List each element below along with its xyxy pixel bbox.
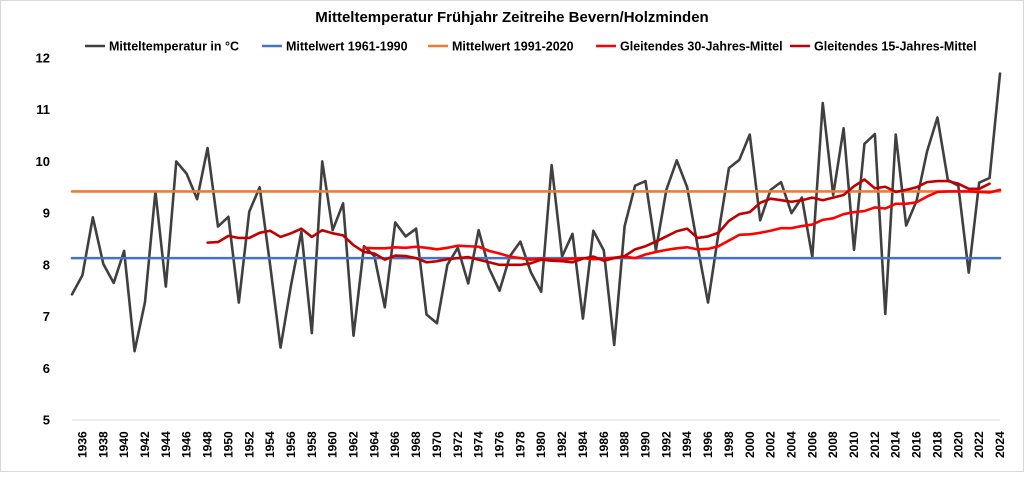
x-tick-label: 1982 bbox=[555, 431, 569, 458]
x-tick-label: 1946 bbox=[180, 431, 194, 458]
x-tick-label: 1956 bbox=[284, 431, 298, 458]
x-tick-label: 2006 bbox=[805, 431, 819, 458]
legend-label: Mittelwert 1991-2020 bbox=[452, 40, 574, 54]
x-tick-label: 1992 bbox=[659, 431, 673, 458]
series-moving-average-30 bbox=[362, 188, 1002, 261]
x-tick-label: 2004 bbox=[784, 431, 798, 458]
x-tick-label: 1936 bbox=[75, 431, 89, 458]
x-tick-label: 1942 bbox=[138, 431, 152, 458]
x-tick-label: 2012 bbox=[868, 431, 882, 458]
legend-label: Mitteltemperatur in °C bbox=[109, 40, 239, 54]
x-tick-label: 2010 bbox=[847, 431, 861, 458]
x-tick-label: 1988 bbox=[618, 431, 632, 458]
x-tick-label: 1952 bbox=[242, 431, 256, 458]
x-tick-label: 1978 bbox=[513, 431, 527, 458]
x-tick-label: 2022 bbox=[972, 431, 986, 458]
y-tick-label: 12 bbox=[36, 51, 50, 66]
x-tick-label: 1954 bbox=[263, 431, 277, 458]
x-tick-label: 1968 bbox=[409, 431, 423, 458]
x-tick-label: 1984 bbox=[576, 431, 590, 458]
y-tick-label: 11 bbox=[36, 102, 50, 117]
plot-area bbox=[70, 72, 1002, 353]
x-tick-label: 1950 bbox=[221, 431, 235, 458]
x-tick-label: 2020 bbox=[951, 431, 965, 458]
x-tick-label: 1990 bbox=[638, 431, 652, 458]
x-tick-label: 1966 bbox=[388, 431, 402, 458]
y-tick-label: 10 bbox=[36, 154, 50, 169]
x-tick-label: 2008 bbox=[826, 431, 840, 458]
x-tick-label: 1962 bbox=[347, 431, 361, 458]
x-tick-label: 1972 bbox=[451, 431, 465, 458]
x-tick-label: 2000 bbox=[743, 431, 757, 458]
x-tick-label: 2018 bbox=[930, 431, 944, 458]
y-tick-label: 7 bbox=[43, 309, 50, 324]
x-tick-label: 1974 bbox=[472, 431, 486, 458]
x-tick-label: 1994 bbox=[680, 431, 694, 458]
chart-title: Mitteltemperatur Frühjahr Zeitreihe Beve… bbox=[315, 9, 708, 26]
x-tick-label: 1944 bbox=[159, 431, 173, 458]
series-moving-average-15 bbox=[206, 178, 991, 267]
x-tick-label: 1958 bbox=[305, 431, 319, 458]
x-tick-label: 1996 bbox=[701, 431, 715, 458]
x-tick-label: 1976 bbox=[493, 431, 507, 458]
x-tick-label: 1964 bbox=[367, 431, 381, 458]
x-tick-label: 1980 bbox=[534, 431, 548, 458]
x-tick-label: 2014 bbox=[889, 431, 903, 458]
y-tick-label: 6 bbox=[43, 361, 50, 376]
series-annual-temperature bbox=[70, 72, 1002, 353]
x-tick-label: 1998 bbox=[722, 431, 736, 458]
legend-label: Gleitendes 30-Jahres-Mittel bbox=[620, 40, 783, 54]
x-tick-label: 1986 bbox=[597, 431, 611, 458]
y-tick-label: 9 bbox=[43, 206, 50, 221]
legend: Mitteltemperatur in °C Mittelwert 1961-19… bbox=[85, 40, 977, 54]
x-tick-label: 1970 bbox=[430, 431, 444, 458]
x-tick-label: 1960 bbox=[326, 431, 340, 458]
y-tick-label: 5 bbox=[43, 413, 50, 428]
x-tick-label: 1938 bbox=[96, 431, 110, 458]
legend-label: Gleitendes 15-Jahres-Mittel bbox=[814, 40, 977, 54]
x-tick-label: 1940 bbox=[117, 431, 131, 458]
y-tick-label: 8 bbox=[43, 257, 50, 272]
x-tick-label: 1948 bbox=[201, 431, 215, 458]
x-tick-label: 2016 bbox=[910, 431, 924, 458]
legend-label: Mittelwert 1961-1990 bbox=[286, 40, 408, 54]
x-tick-label: 2002 bbox=[764, 431, 778, 458]
axes: 5 6 7 8 9 10 11 12 1936 1938 1940 1942 1944 1946 1948 1… bbox=[36, 51, 1007, 459]
x-tick-label: 2024 bbox=[993, 431, 1007, 458]
